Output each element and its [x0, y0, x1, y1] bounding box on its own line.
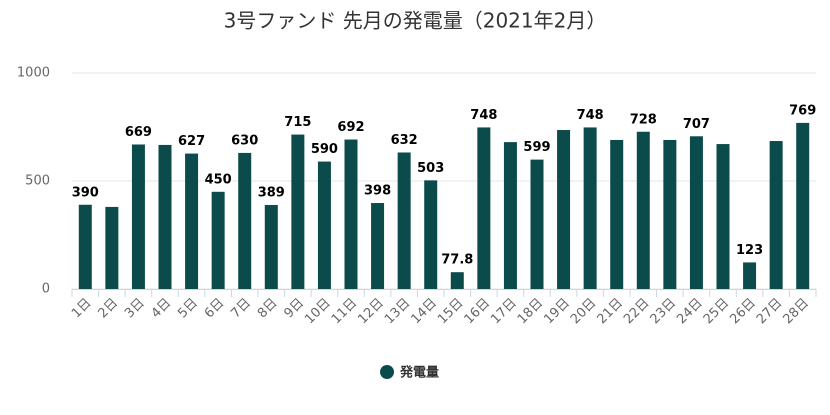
x-tick-label: 25日: [701, 296, 732, 327]
x-tick-label: 12日: [355, 296, 386, 327]
data-label: 390: [72, 185, 99, 200]
bar: [397, 152, 411, 289]
data-label: 692: [337, 120, 364, 135]
x-tick-label: 18日: [515, 296, 546, 327]
bar: [78, 204, 92, 289]
bar: [238, 152, 252, 289]
bar: [610, 139, 624, 289]
y-tick-label: 500: [25, 174, 50, 189]
bar: [636, 131, 650, 289]
x-tick-label: 28日: [781, 296, 812, 327]
data-label: 632: [391, 133, 418, 148]
y-tick-label: 1000: [17, 66, 50, 81]
bar: [477, 127, 491, 289]
data-label: 627: [178, 134, 205, 149]
x-tick-label: 11日: [329, 296, 360, 327]
x-tick-label: 7日: [228, 296, 254, 322]
x-tick-label: 10日: [302, 296, 333, 327]
data-label: 748: [577, 108, 604, 123]
data-label: 728: [630, 112, 657, 127]
x-tick-label: 22日: [621, 296, 652, 327]
bar: [796, 122, 810, 289]
bar: [291, 134, 305, 289]
x-tick-label: 15日: [435, 296, 466, 327]
x-tick-label: 2日: [96, 296, 122, 322]
bar: [503, 142, 517, 289]
x-tick-label: 26日: [727, 296, 758, 327]
data-label: 503: [417, 161, 444, 176]
legend-label: 発電量: [399, 365, 439, 381]
chart-title: 3号ファンド 先月の発電量（2021年2月）: [224, 9, 607, 33]
data-label: 398: [364, 184, 391, 199]
x-tick-label: 5日: [175, 296, 201, 322]
x-tick-label: 23日: [648, 296, 679, 327]
data-label: 590: [311, 142, 338, 157]
x-tick-label: 8日: [255, 296, 281, 322]
data-label: 715: [284, 115, 311, 130]
bar: [450, 272, 464, 289]
data-label: 707: [683, 117, 710, 132]
x-tick-label: 1日: [69, 296, 95, 322]
bar: [716, 144, 730, 289]
bar: [317, 161, 331, 289]
data-label: 450: [205, 172, 232, 187]
legend-marker: [380, 365, 394, 379]
x-tick-label: 13日: [382, 296, 413, 327]
bar: [530, 159, 544, 289]
bar: [557, 130, 571, 289]
bar: [211, 191, 225, 289]
bar: [424, 180, 438, 289]
data-label: 748: [470, 108, 497, 123]
bar: [663, 139, 677, 289]
bar: [583, 127, 597, 289]
x-tick-label: 3日: [122, 296, 148, 322]
data-label: 123: [736, 243, 763, 258]
bar: [371, 203, 385, 289]
bar: [158, 144, 172, 289]
bar: [769, 141, 783, 289]
bar: [105, 206, 119, 289]
x-tick-label: 17日: [488, 296, 519, 327]
bar: [743, 262, 757, 289]
data-label: 669: [125, 125, 152, 140]
x-tick-label: 27日: [754, 296, 785, 327]
y-tick-label: 0: [42, 282, 50, 297]
x-tick-label: 20日: [568, 296, 599, 327]
bar: [185, 153, 199, 289]
bar: [131, 144, 145, 289]
data-label: 599: [523, 140, 550, 155]
bar: [344, 139, 358, 289]
x-tick-label: 16日: [462, 296, 493, 327]
bar: [689, 136, 703, 289]
x-tick-label: 4日: [149, 296, 175, 322]
x-tick-label: 14日: [409, 296, 440, 327]
data-label: 389: [258, 185, 285, 200]
bar: [264, 204, 278, 289]
x-tick-label: 21日: [595, 296, 626, 327]
x-tick-label: 24日: [674, 296, 705, 327]
data-label: 769: [789, 103, 816, 118]
x-tick-label: 6日: [202, 296, 228, 322]
x-tick-label: 19日: [541, 296, 572, 327]
data-label: 77.8: [441, 253, 473, 268]
data-label: 630: [231, 133, 258, 148]
